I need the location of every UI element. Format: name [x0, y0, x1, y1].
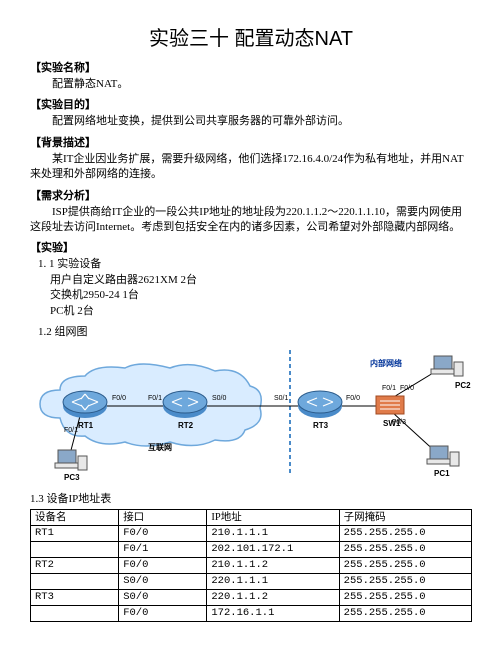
table-row: S0/0220.1.1.1255.255.255.0 [31, 574, 472, 590]
table-cell: 255.255.255.0 [339, 526, 471, 542]
router-rt2-icon [163, 391, 207, 418]
router-rt1-icon [63, 391, 107, 418]
label-rt3: RT3 [313, 421, 329, 430]
section-goal-header: 【实验目的】 [30, 96, 472, 112]
table-cell [31, 606, 119, 622]
label-pc3: PC3 [64, 473, 80, 482]
dev-line-2: 交换机2950-24 1台 [50, 288, 472, 303]
label-internet: 互联网 [148, 442, 172, 452]
table-cell: 255.255.255.0 [339, 574, 471, 590]
router-rt3-icon [298, 391, 342, 418]
pc2-icon [431, 356, 463, 376]
table-cell: RT3 [31, 590, 119, 606]
table-cell: RT2 [31, 558, 119, 574]
table-header-row: 设备名 接口 IP地址 子网掩码 [31, 510, 472, 526]
table-row: RT3S0/0220.1.1.2255.255.255.0 [31, 590, 472, 606]
network-diagram: RT1 RT2 RT3 SW1 互联网 内部网络 PC3 PC2 PC1 F0/… [30, 346, 472, 482]
pc1-icon [427, 446, 459, 466]
table-cell: 172.16.1.1 [207, 606, 339, 622]
ip-address-table: 设备名 接口 IP地址 子网掩码 RT1F0/0210.1.1.1255.255… [30, 509, 472, 622]
section-name-text: 配置静态NAT。 [30, 77, 472, 92]
table-row: RT1F0/0210.1.1.1255.255.255.0 [31, 526, 472, 542]
section-req-header: 【需求分析】 [30, 187, 472, 203]
label-f01-c: F0/1 [64, 427, 78, 434]
section-bg-header: 【背景描述】 [30, 134, 472, 150]
col-device: 设备名 [31, 510, 119, 526]
table-cell: S0/0 [119, 574, 207, 590]
table-cell [31, 542, 119, 558]
table-cell: 220.1.1.2 [207, 590, 339, 606]
table-cell: F0/0 [119, 558, 207, 574]
label-f01-a: F0/1 [148, 395, 162, 402]
label-s01-a: S0/1 [274, 395, 289, 402]
table-cell [31, 574, 119, 590]
table-cell: RT1 [31, 526, 119, 542]
table-cell: 210.1.1.2 [207, 558, 339, 574]
table-cell: F0/1 [119, 542, 207, 558]
table-cell: 220.1.1.1 [207, 574, 339, 590]
section-iptable-header: 1.3 设备IP地址表 [30, 490, 472, 506]
section-topo-header: 1.2 组网图 [38, 325, 472, 340]
label-f00-b: F0/0 [346, 395, 360, 402]
table-cell: F0/0 [119, 526, 207, 542]
section-dev-header: 1. 1 实验设备 [38, 257, 472, 272]
table-row: RT2F0/0210.1.1.2255.255.255.0 [31, 558, 472, 574]
dev-line-3: PC机 2台 [50, 304, 472, 319]
label-f01-b: F0/1 [382, 385, 396, 392]
table-cell: 255.255.255.0 [339, 542, 471, 558]
label-rt2: RT2 [178, 421, 194, 430]
switch-sw1-icon [376, 396, 404, 414]
pc3-icon [55, 450, 87, 470]
section-bg-text: 某IT企业因业务扩展，需要升级网络，他们选择172.16.4.0/24作为私有地… [30, 152, 472, 183]
table-cell: 255.255.255.0 [339, 606, 471, 622]
col-ip: IP地址 [207, 510, 339, 526]
section-name-header: 【实验名称】 [30, 59, 472, 75]
table-row: F0/0172.16.1.1255.255.255.0 [31, 606, 472, 622]
col-interface: 接口 [119, 510, 207, 526]
label-rt1: RT1 [78, 421, 94, 430]
table-cell: 210.1.1.1 [207, 526, 339, 542]
table-cell: S0/0 [119, 590, 207, 606]
label-s00-a: S0/0 [212, 395, 227, 402]
label-pc1: PC1 [434, 469, 450, 478]
label-f00-c: F0/0 [400, 385, 414, 392]
dev-line-1: 用户自定义路由器2621XM 2台 [50, 273, 472, 288]
label-f03: F0/3 [392, 419, 406, 426]
section-req-text: ISP提供商给IT企业的一段公共IP地址的地址段为220.1.1.2～220.1… [30, 205, 472, 236]
label-pc2: PC2 [455, 381, 471, 390]
table-cell: 202.101.172.1 [207, 542, 339, 558]
label-f00-a: F0/0 [112, 395, 126, 402]
table-cell: F0/0 [119, 606, 207, 622]
section-goal-text: 配置网络地址变换，提供到公司共享服务器的可靠外部访问。 [30, 114, 472, 129]
table-cell: 255.255.255.0 [339, 558, 471, 574]
page-title: 实验三十 配置动态NAT [30, 22, 472, 51]
section-exp-header: 【实验】 [30, 239, 472, 255]
label-internal: 内部网络 [370, 358, 402, 368]
table-cell: 255.255.255.0 [339, 590, 471, 606]
table-row: F0/1202.101.172.1255.255.255.0 [31, 542, 472, 558]
col-mask: 子网掩码 [339, 510, 471, 526]
